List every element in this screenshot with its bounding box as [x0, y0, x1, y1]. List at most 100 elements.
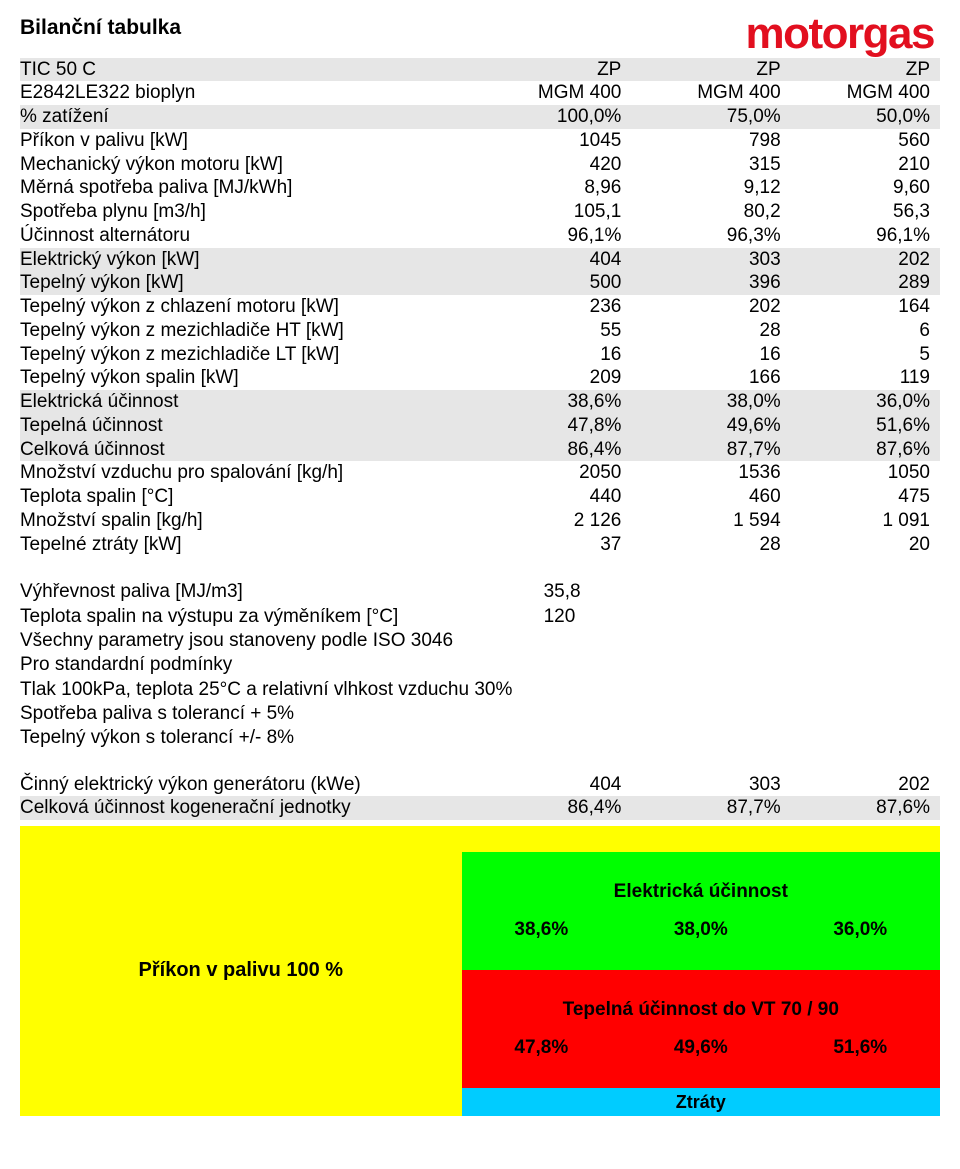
row-value: 210 — [781, 153, 940, 177]
row-value: 105,1 — [462, 200, 621, 224]
diagram-electric-v2: 38,0% — [621, 919, 780, 941]
diagram-heat-v3: 51,6% — [781, 1037, 940, 1059]
row-label: Mechanický výkon motoru [kW] — [20, 153, 462, 177]
row-value: 475 — [781, 485, 940, 509]
row-value: 75,0% — [621, 105, 780, 129]
note-line: Spotřeba paliva s tolerancí + 5% — [20, 702, 940, 726]
row-value: 6 — [781, 319, 940, 343]
row-value: ZP — [462, 58, 621, 82]
row-value: 303 — [621, 248, 780, 272]
row-label: Činný elektrický výkon generátoru (kWe) — [20, 773, 462, 797]
row-value: 49,6% — [621, 414, 780, 438]
balance-table: TIC 50 CZPZPZPE2842LE322 bioplynMGM 400M… — [20, 58, 940, 579]
row-value: 80,2 — [621, 200, 780, 224]
row-value: 55 — [462, 319, 621, 343]
row-value: 96,1% — [781, 224, 940, 248]
row-label: % zatížení — [20, 105, 462, 129]
row-value: 236 — [462, 295, 621, 319]
table-row: Činný elektrický výkon generátoru (kWe)4… — [20, 773, 940, 797]
diagram-heat-v2: 49,6% — [621, 1037, 780, 1059]
table-row: Příkon v palivu [kW]1045798560 — [20, 129, 940, 153]
row-value: 396 — [621, 271, 780, 295]
diagram-input-label: Příkon v palivu 100 % — [139, 959, 344, 982]
row-label: Měrná spotřeba paliva [MJ/kWh] — [20, 176, 462, 200]
row-label: Teplota spalin [°C] — [20, 485, 462, 509]
diagram-electric-title: Elektrická účinnost — [614, 881, 788, 903]
row-value: 96,1% — [462, 224, 621, 248]
row-value: MGM 400 — [781, 81, 940, 105]
table-row: Teplota spalin [°C]440460475 — [20, 485, 940, 509]
row-value: 9,60 — [781, 176, 940, 200]
row-value: 87,6% — [781, 438, 940, 462]
row-label: E2842LE322 bioplyn — [20, 81, 462, 105]
row-value: 28 — [621, 319, 780, 343]
row-value: 9,12 — [621, 176, 780, 200]
table-row: Tepelná účinnost47,8%49,6%51,6% — [20, 414, 940, 438]
table-row: Množství vzduchu pro spalování [kg/h]205… — [20, 461, 940, 485]
row-label: Účinnost alternátoru — [20, 224, 462, 248]
row-label: Tepelný výkon z mezichladiče LT [kW] — [20, 343, 462, 367]
row-label: Celková účinnost kogenerační jednotky — [20, 796, 462, 820]
row-label: TIC 50 C — [20, 58, 462, 82]
note-line: Tepelný výkon s tolerancí +/- 8% — [20, 726, 940, 750]
table-row: Tepelný výkon [kW]500396289 — [20, 271, 940, 295]
row-value: 1 091 — [781, 509, 940, 533]
table-row: Tepelné ztráty [kW]372820 — [20, 533, 940, 557]
row-value: 1050 — [781, 461, 940, 485]
row-value: 2 126 — [462, 509, 621, 533]
diagram-heat-block: Tepelná účinnost do VT 70 / 90 47,8% 49,… — [462, 970, 940, 1088]
row-value: MGM 400 — [462, 81, 621, 105]
info-row: Výhřevnost paliva [MJ/m3]35,8 — [20, 580, 940, 604]
row-label: Příkon v palivu [kW] — [20, 129, 462, 153]
row-value: MGM 400 — [621, 81, 780, 105]
info-value: 120 — [462, 605, 940, 629]
table-row: Tepelný výkon z mezichladiče LT [kW]1616… — [20, 343, 940, 367]
row-value: 420 — [462, 153, 621, 177]
row-value: 2050 — [462, 461, 621, 485]
info-label: Výhřevnost paliva [MJ/m3] — [20, 580, 462, 604]
table-row: Spotřeba plynu [m3/h]105,180,256,3 — [20, 200, 940, 224]
row-label: Tepelný výkon spalin [kW] — [20, 366, 462, 390]
brand-logo: motorgas — [746, 14, 940, 54]
row-label: Elektrická účinnost — [20, 390, 462, 414]
row-label: Tepelné ztráty [kW] — [20, 533, 462, 557]
row-value: 86,4% — [462, 438, 621, 462]
row-value: 460 — [621, 485, 780, 509]
note-line: Pro standardní podmínky — [20, 653, 940, 677]
info-row: Teplota spalin na výstupu za výměníkem [… — [20, 605, 940, 629]
row-value: 315 — [621, 153, 780, 177]
diagram-heat-v1: 47,8% — [462, 1037, 621, 1059]
page-title: Bilanční tabulka — [20, 14, 181, 40]
row-value: 86,4% — [462, 796, 621, 820]
row-value: 404 — [462, 773, 621, 797]
diagram-losses-title: Ztráty — [676, 1092, 726, 1113]
row-value: 1045 — [462, 129, 621, 153]
row-value: 87,7% — [621, 438, 780, 462]
row-label: Tepelná účinnost — [20, 414, 462, 438]
row-value: 38,0% — [621, 390, 780, 414]
row-value: 87,6% — [781, 796, 940, 820]
row-value: 202 — [781, 773, 940, 797]
row-value: 87,7% — [621, 796, 780, 820]
row-value: 209 — [462, 366, 621, 390]
efficiency-diagram: Příkon v palivu 100 % Elektrická účinnos… — [20, 826, 940, 1116]
row-value: 36,0% — [781, 390, 940, 414]
row-label: Spotřeba plynu [m3/h] — [20, 200, 462, 224]
row-value: 440 — [462, 485, 621, 509]
row-label: Celková účinnost — [20, 438, 462, 462]
diagram-electric-block: Elektrická účinnost 38,6% 38,0% 36,0% — [462, 852, 940, 970]
table-row: Tepelný výkon z chlazení motoru [kW]2362… — [20, 295, 940, 319]
row-value: 8,96 — [462, 176, 621, 200]
row-value: 96,3% — [621, 224, 780, 248]
row-value: 289 — [781, 271, 940, 295]
row-value: 164 — [781, 295, 940, 319]
notes-block: Výhřevnost paliva [MJ/m3]35,8Teplota spa… — [20, 580, 940, 770]
row-value: 56,3 — [781, 200, 940, 224]
diagram-input-block: Příkon v palivu 100 % — [20, 852, 462, 1088]
row-value: 16 — [621, 343, 780, 367]
table-row: Tepelný výkon spalin [kW]209166119 — [20, 366, 940, 390]
row-label: Tepelný výkon z mezichladiče HT [kW] — [20, 319, 462, 343]
row-label: Množství spalin [kg/h] — [20, 509, 462, 533]
row-value: 500 — [462, 271, 621, 295]
row-value: 404 — [462, 248, 621, 272]
